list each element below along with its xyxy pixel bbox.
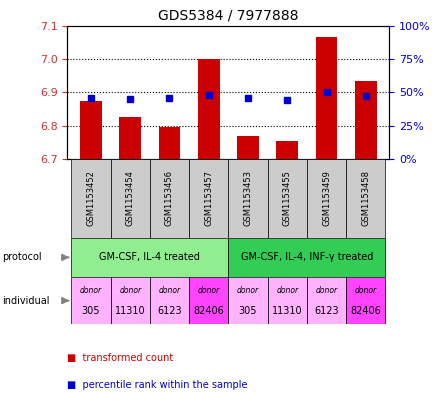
Bar <box>228 238 385 277</box>
Bar <box>189 277 228 324</box>
Text: donor: donor <box>315 286 337 295</box>
Bar <box>71 159 110 238</box>
Text: GM-CSF, IL-4 treated: GM-CSF, IL-4 treated <box>99 252 200 263</box>
Bar <box>306 159 345 238</box>
Text: GSM1153454: GSM1153454 <box>125 171 135 226</box>
Text: 305: 305 <box>238 306 256 316</box>
Text: protocol: protocol <box>2 252 42 263</box>
Bar <box>267 277 306 324</box>
Bar <box>354 81 376 159</box>
Text: 305: 305 <box>82 306 100 316</box>
Text: GSM1153452: GSM1153452 <box>86 171 95 226</box>
Bar <box>80 101 102 159</box>
Text: donor: donor <box>80 286 102 295</box>
Bar <box>71 238 228 277</box>
Text: GSM1153458: GSM1153458 <box>361 171 369 226</box>
Text: GSM1153453: GSM1153453 <box>243 171 252 226</box>
Bar <box>71 277 110 324</box>
Text: GSM1153456: GSM1153456 <box>164 171 174 226</box>
Bar <box>197 59 219 159</box>
Text: GM-CSF, IL-4, INF-γ treated: GM-CSF, IL-4, INF-γ treated <box>240 252 372 263</box>
Bar <box>150 159 189 238</box>
Text: donor: donor <box>354 286 376 295</box>
Bar <box>119 118 141 159</box>
Text: 11310: 11310 <box>115 306 145 316</box>
Text: individual: individual <box>2 296 49 306</box>
Bar <box>345 159 385 238</box>
Bar <box>150 277 189 324</box>
Bar <box>189 159 228 238</box>
Bar <box>267 159 306 238</box>
Text: 82406: 82406 <box>350 306 380 316</box>
Bar <box>315 37 336 159</box>
Text: donor: donor <box>197 286 219 295</box>
Bar <box>306 277 345 324</box>
Text: ■  transformed count: ■ transformed count <box>67 353 173 363</box>
Bar <box>110 277 150 324</box>
Text: donor: donor <box>276 286 298 295</box>
Text: donor: donor <box>119 286 141 295</box>
Text: 6123: 6123 <box>313 306 338 316</box>
Bar <box>158 127 180 159</box>
Bar <box>276 141 297 159</box>
Bar <box>237 136 258 159</box>
Text: GSM1153455: GSM1153455 <box>282 171 291 226</box>
Text: donor: donor <box>158 286 180 295</box>
Text: 82406: 82406 <box>193 306 224 316</box>
Text: donor: donor <box>237 286 259 295</box>
Bar <box>345 277 385 324</box>
Bar <box>110 159 150 238</box>
Text: GSM1153457: GSM1153457 <box>204 171 213 226</box>
Text: ■  percentile rank within the sample: ■ percentile rank within the sample <box>67 380 247 390</box>
Text: 6123: 6123 <box>157 306 181 316</box>
Title: GDS5384 / 7977888: GDS5384 / 7977888 <box>158 9 298 23</box>
Text: 11310: 11310 <box>271 306 302 316</box>
Bar <box>228 277 267 324</box>
Bar <box>228 159 267 238</box>
Text: GSM1153459: GSM1153459 <box>321 171 330 226</box>
